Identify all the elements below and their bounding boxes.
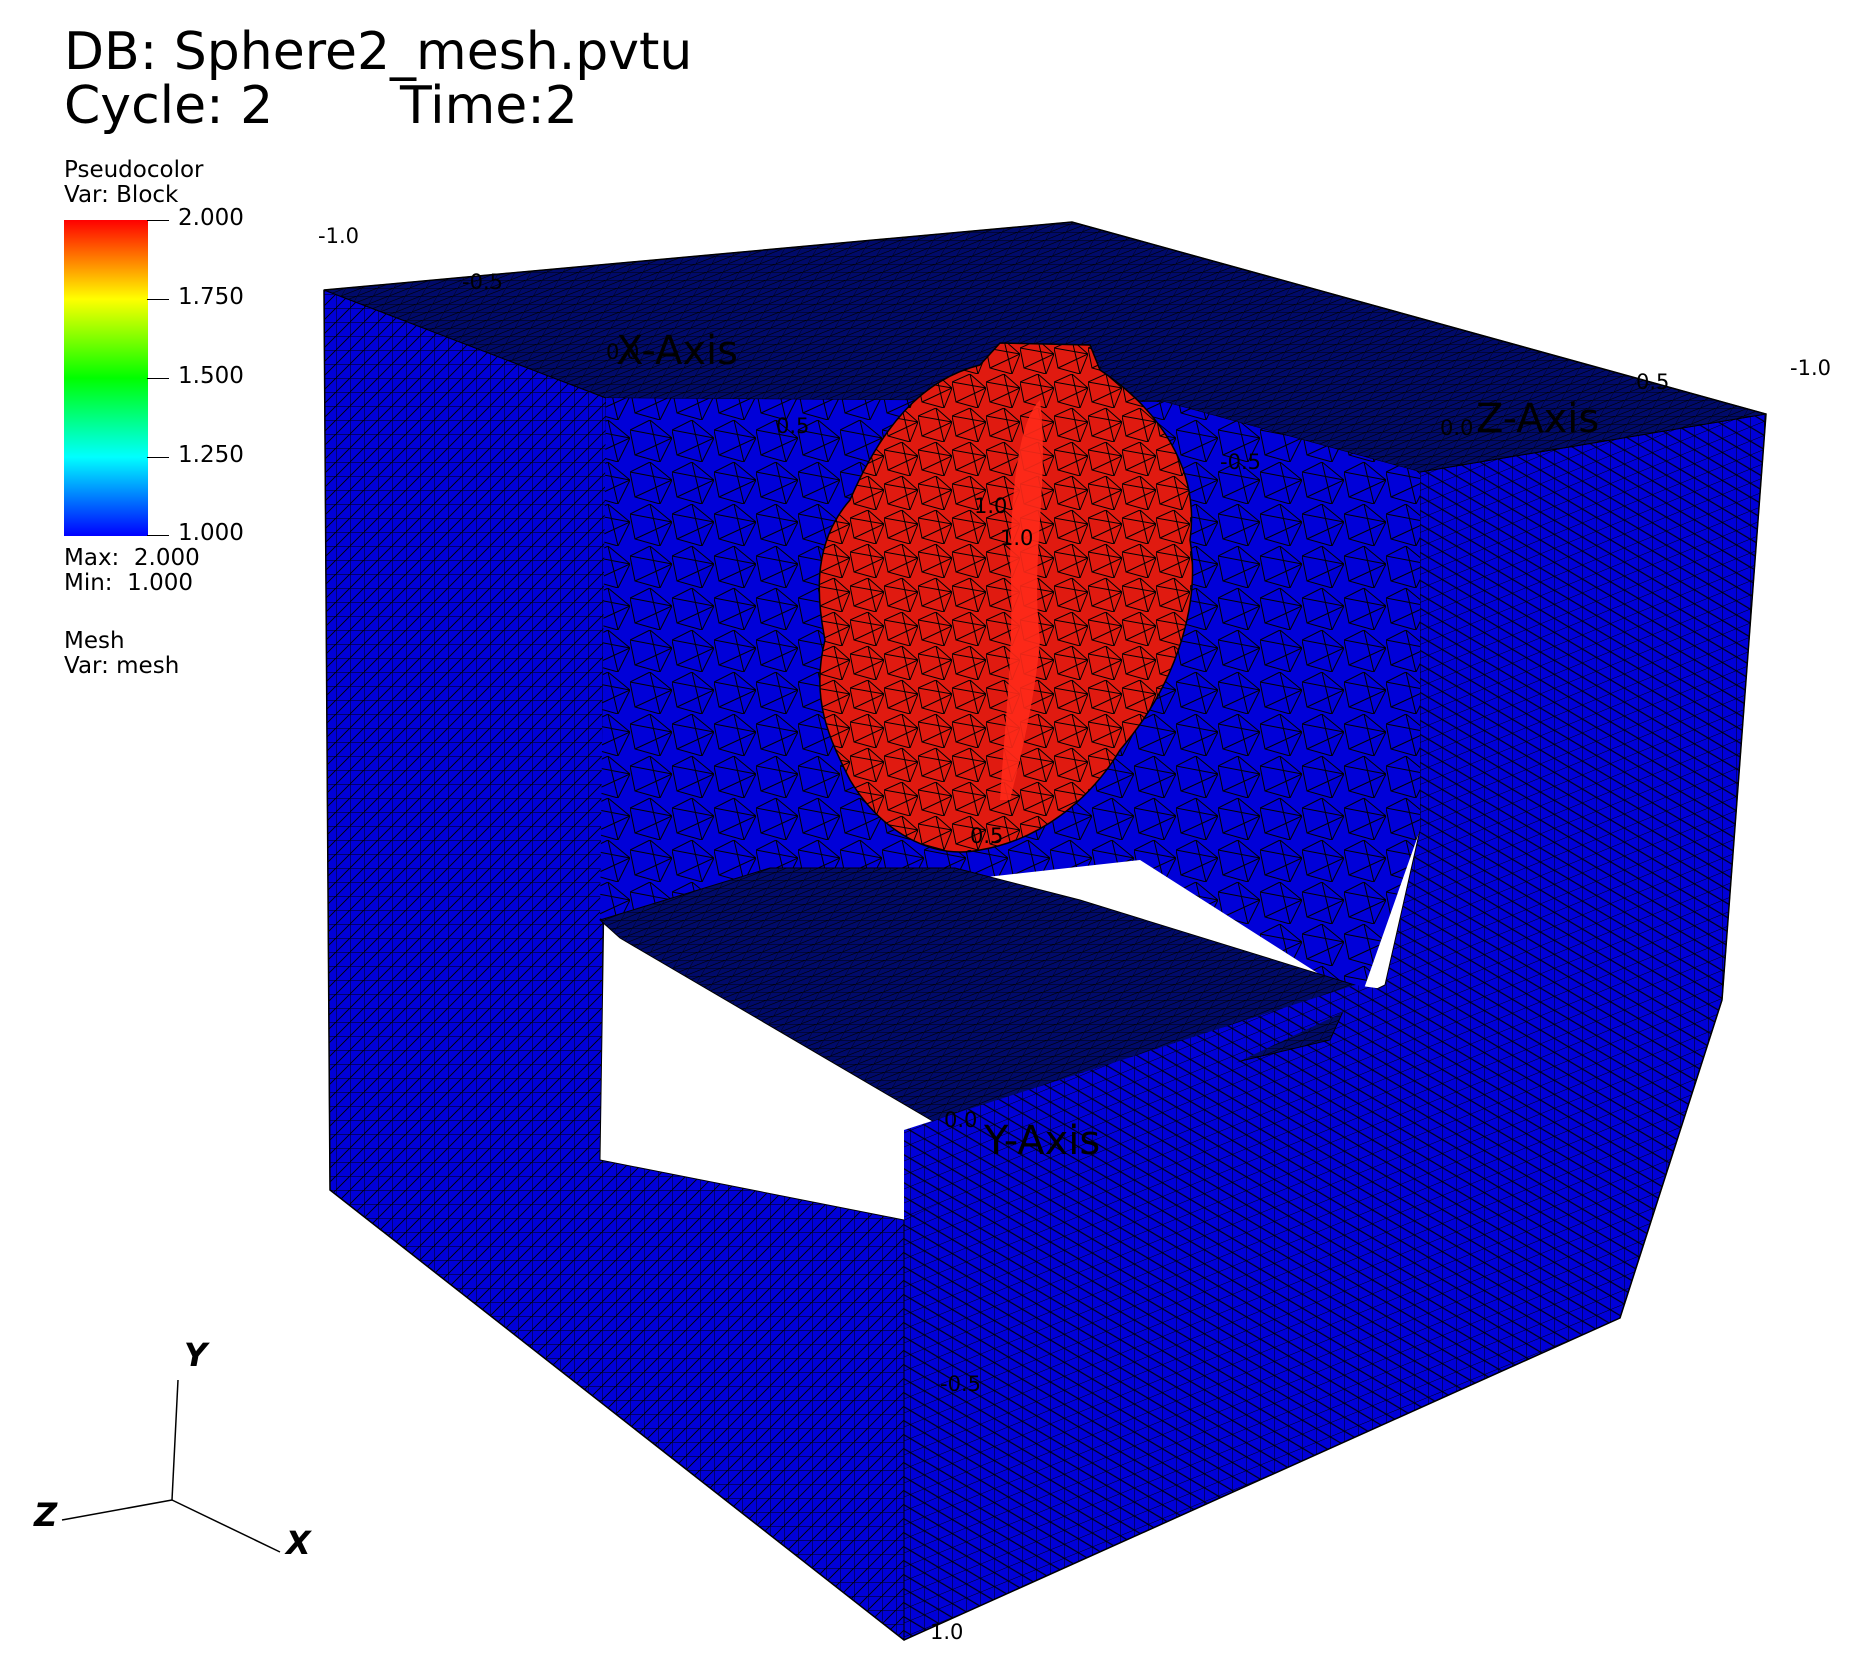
legend-plot-type: Pseudocolor xyxy=(64,157,204,183)
axis-tick-label: 0.5 xyxy=(970,824,1004,848)
axis-tick-label: -0.5 xyxy=(1220,450,1261,474)
red-sphere xyxy=(818,342,1194,853)
triad-y-label: Y xyxy=(184,1336,208,1374)
axis-tick-label: 1.0 xyxy=(930,1620,964,1644)
axis-tick-label: 1.0 xyxy=(974,494,1008,518)
triad-z-label: Z xyxy=(34,1496,58,1534)
legend-mesh-variable: Var: mesh xyxy=(64,653,180,679)
axis-tick-label: 0.5 xyxy=(1636,370,1670,394)
legend-variable: Var: Block xyxy=(64,182,179,208)
orientation-triad xyxy=(61,1379,281,1553)
cutaway-front-wall xyxy=(904,985,1390,1220)
database-title: DB: Sphere2_mesh.pvtu xyxy=(64,22,693,82)
legend-tick-mark xyxy=(147,220,169,221)
cycle-label: Cycle: 2 xyxy=(64,76,274,136)
legend-mesh-type: Mesh xyxy=(64,628,125,654)
legend-tick-mark xyxy=(147,535,169,536)
axis-tick-label: 0.0 xyxy=(606,340,640,364)
legend-max: Max: 2.000 xyxy=(64,545,200,571)
x-axis-title: X-Axis xyxy=(616,328,738,374)
axis-tick-label: -1.0 xyxy=(318,224,359,248)
legend-tick-1500: 1.500 xyxy=(178,363,244,389)
legend-tick-1250: 1.250 xyxy=(178,442,244,468)
cube-edges xyxy=(323,221,1767,1641)
legend-tick-mark xyxy=(147,457,169,458)
legend-min: Min: 1.000 xyxy=(64,570,194,596)
axis-tick-label: 0.0 xyxy=(1440,416,1474,440)
z-axis-title: Z-Axis xyxy=(1476,396,1600,442)
legend-tick-mark xyxy=(147,299,169,300)
axis-tick-label: -0.5 xyxy=(940,1372,981,1396)
legend-tick-1750: 1.750 xyxy=(178,284,244,310)
y-axis-title: Y-Axis xyxy=(984,1118,1101,1164)
axis-tick-label: -1.0 xyxy=(1790,356,1831,380)
legend-tick-1000: 1.000 xyxy=(178,520,244,546)
color-bar xyxy=(64,220,148,536)
axis-tick-label: -0.5 xyxy=(462,270,503,294)
axis-tick-label: 1.0 xyxy=(1000,526,1034,550)
legend-tick-mark xyxy=(147,378,169,379)
axis-tick-label: 0.5 xyxy=(776,414,810,438)
sphere-highlight xyxy=(1000,400,1043,800)
time-label: Time:2 xyxy=(400,76,578,136)
triad-x-label: X xyxy=(286,1524,311,1562)
axis-tick-label: 0.0 xyxy=(944,1108,978,1132)
legend-tick-2000: 2.000 xyxy=(178,205,244,231)
